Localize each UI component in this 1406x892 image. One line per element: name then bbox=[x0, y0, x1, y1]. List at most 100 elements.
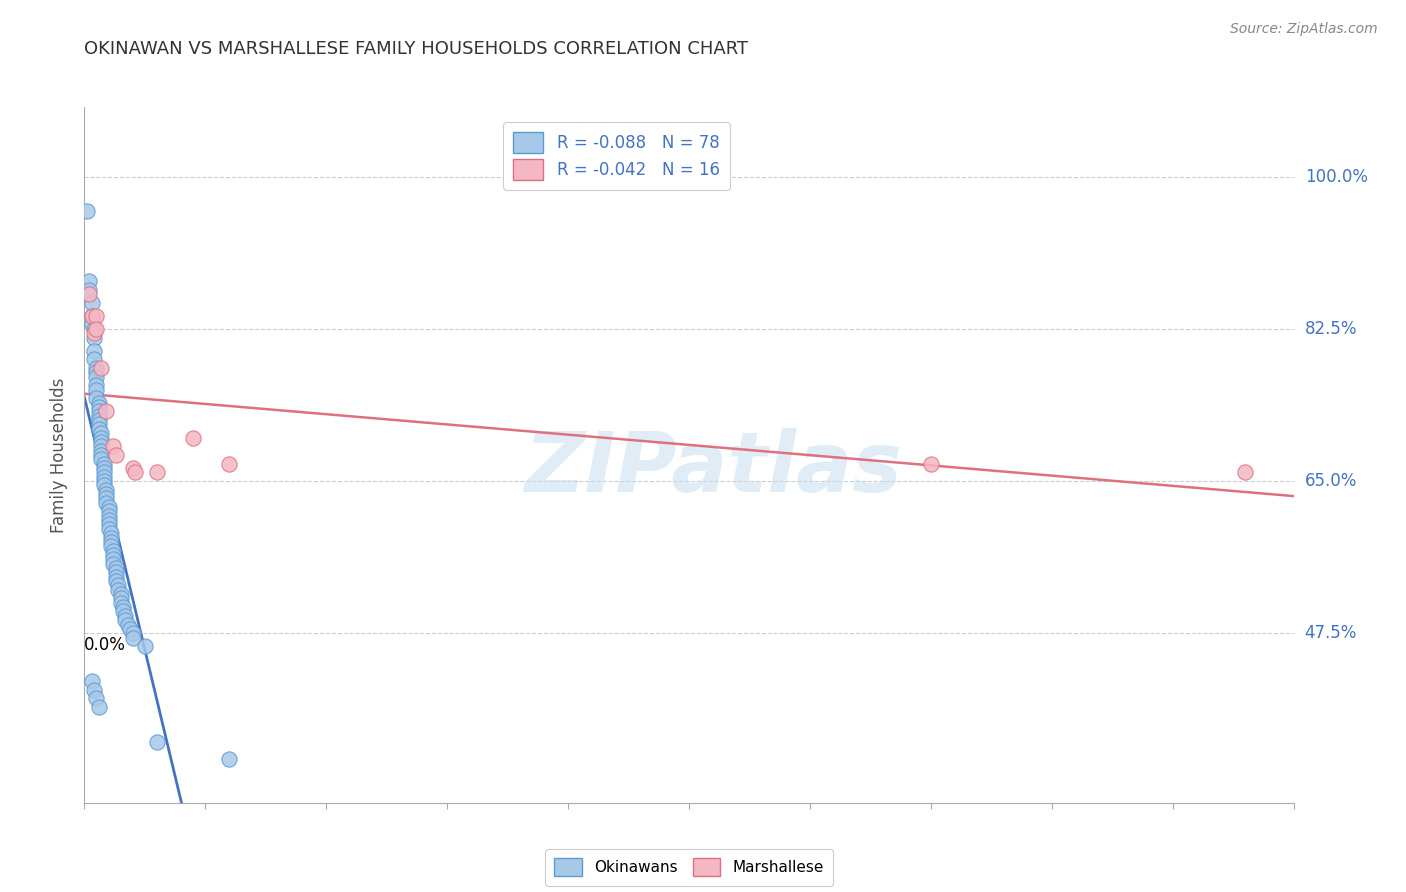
Point bbox=[87, 417, 110, 432]
Text: 82.5%: 82.5% bbox=[1305, 320, 1357, 338]
Point bbox=[97, 508, 120, 523]
Point bbox=[90, 360, 112, 375]
Point bbox=[181, 431, 204, 445]
Point bbox=[110, 591, 132, 606]
Point bbox=[97, 500, 120, 514]
Point bbox=[134, 639, 156, 653]
Point bbox=[218, 752, 240, 766]
Point bbox=[87, 404, 110, 418]
Point bbox=[90, 439, 112, 453]
Point bbox=[104, 566, 127, 580]
Point bbox=[86, 378, 108, 392]
Point bbox=[103, 439, 125, 453]
Point bbox=[83, 352, 105, 367]
Point bbox=[80, 309, 103, 323]
Point bbox=[94, 491, 117, 506]
Point bbox=[80, 295, 103, 310]
Point bbox=[104, 574, 127, 588]
Point bbox=[121, 461, 143, 475]
Point bbox=[146, 466, 169, 480]
Text: 100.0%: 100.0% bbox=[1305, 168, 1368, 186]
Point bbox=[87, 400, 110, 414]
Point bbox=[94, 487, 117, 501]
Point bbox=[146, 735, 169, 749]
Point bbox=[97, 504, 120, 518]
Text: 47.5%: 47.5% bbox=[1305, 624, 1357, 642]
Point bbox=[90, 448, 112, 462]
Point bbox=[93, 461, 115, 475]
Point bbox=[87, 422, 110, 436]
Point bbox=[86, 392, 108, 406]
Point bbox=[104, 448, 127, 462]
Point bbox=[97, 522, 120, 536]
Point bbox=[100, 535, 122, 549]
Point bbox=[100, 531, 122, 545]
Point bbox=[93, 469, 115, 483]
Point bbox=[86, 369, 108, 384]
Point bbox=[1234, 466, 1257, 480]
Point bbox=[103, 552, 125, 566]
Point bbox=[103, 543, 125, 558]
Point bbox=[87, 409, 110, 423]
Point bbox=[97, 513, 120, 527]
Point bbox=[86, 691, 108, 706]
Point bbox=[87, 413, 110, 427]
Text: 65.0%: 65.0% bbox=[1305, 472, 1357, 490]
Point bbox=[93, 478, 115, 492]
Point bbox=[86, 360, 108, 375]
Point bbox=[120, 622, 142, 636]
Point bbox=[124, 466, 146, 480]
Text: 0.0%: 0.0% bbox=[84, 636, 127, 654]
Point bbox=[112, 605, 135, 619]
Point bbox=[110, 596, 132, 610]
Point bbox=[83, 326, 105, 341]
Point bbox=[76, 204, 98, 219]
Point bbox=[83, 322, 105, 336]
Text: OKINAWAN VS MARSHALLESE FAMILY HOUSEHOLDS CORRELATION CHART: OKINAWAN VS MARSHALLESE FAMILY HOUSEHOLD… bbox=[84, 40, 748, 58]
Point bbox=[93, 466, 115, 480]
Y-axis label: Family Households: Family Households bbox=[51, 377, 69, 533]
Point bbox=[114, 608, 136, 623]
Point bbox=[86, 322, 108, 336]
Point bbox=[77, 274, 100, 288]
Point bbox=[107, 578, 129, 592]
Point bbox=[104, 561, 127, 575]
Point bbox=[93, 457, 115, 471]
Point bbox=[90, 431, 112, 445]
Point bbox=[94, 496, 117, 510]
Point bbox=[77, 283, 100, 297]
Point bbox=[94, 404, 117, 418]
Point bbox=[87, 396, 110, 410]
Point bbox=[117, 617, 139, 632]
Point bbox=[114, 613, 136, 627]
Point bbox=[100, 526, 122, 541]
Point bbox=[83, 343, 105, 358]
Point bbox=[104, 570, 127, 584]
Point bbox=[218, 457, 240, 471]
Point bbox=[121, 626, 143, 640]
Point bbox=[87, 700, 110, 714]
Text: Source: ZipAtlas.com: Source: ZipAtlas.com bbox=[1230, 22, 1378, 37]
Point bbox=[90, 426, 112, 441]
Text: ZIPatlas: ZIPatlas bbox=[524, 428, 903, 509]
Point bbox=[920, 457, 942, 471]
Point bbox=[86, 309, 108, 323]
Point bbox=[80, 674, 103, 689]
Point bbox=[83, 330, 105, 344]
Point bbox=[80, 309, 103, 323]
Point bbox=[112, 600, 135, 615]
Point bbox=[90, 443, 112, 458]
Point bbox=[90, 434, 112, 449]
Point bbox=[103, 557, 125, 571]
Point bbox=[93, 474, 115, 488]
Point bbox=[107, 582, 129, 597]
Point bbox=[83, 682, 105, 697]
Point bbox=[80, 318, 103, 332]
Point bbox=[100, 539, 122, 553]
Point bbox=[121, 631, 143, 645]
Point bbox=[90, 452, 112, 467]
Point bbox=[86, 365, 108, 379]
Point bbox=[86, 383, 108, 397]
Point bbox=[110, 587, 132, 601]
Point bbox=[77, 287, 100, 301]
